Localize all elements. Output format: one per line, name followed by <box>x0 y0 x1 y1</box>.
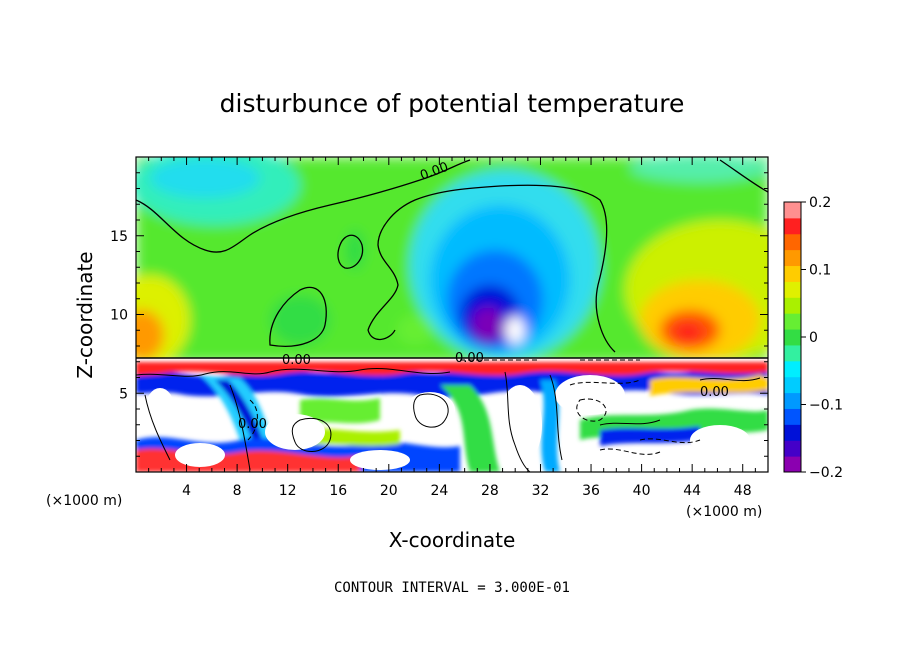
x-tick-label: 28 <box>481 483 499 499</box>
x-unit-label-right: (×1000 m) <box>686 504 762 520</box>
colorbar-tick-label: 0.2 <box>809 195 831 211</box>
colorbar-swatch <box>784 376 801 394</box>
colorbar-swatch <box>784 313 801 330</box>
plot-area <box>136 157 768 472</box>
colorbar-swatch <box>784 249 801 267</box>
y-axis-label: Z-coordinate <box>73 251 97 378</box>
y-axis: 5 10 15 <box>110 172 768 457</box>
y-tick-label: 10 <box>110 308 128 324</box>
x-axis-label: X-coordinate <box>389 528 516 552</box>
contour-label: 0.00 <box>238 417 267 432</box>
colorbar-swatch <box>784 440 801 457</box>
x-tick-label: 44 <box>683 483 701 499</box>
colorbar-swatch <box>784 217 801 235</box>
contour-label-layer: 0.00 0.00 0.00 0.00 0.00 <box>238 160 729 432</box>
x-tick-label: 20 <box>380 483 398 499</box>
x-tick-label: 48 <box>734 483 752 499</box>
colorbar-swatch <box>784 408 801 425</box>
colorbar-swatch <box>784 360 801 378</box>
upper-field <box>136 157 768 365</box>
colorbar-swatch <box>784 281 801 298</box>
x-tick-label: 32 <box>532 483 550 499</box>
x-tick-label: 4 <box>182 483 191 499</box>
colorbar-ticks: 0.2 0.1 0 −0.1 −0.2 <box>801 195 843 481</box>
contour-label: 0.00 <box>282 353 311 368</box>
x-tick-label: 8 <box>233 483 242 499</box>
colorbar-swatch <box>784 297 801 314</box>
colorbar-tick-label: −0.1 <box>809 398 843 414</box>
colorbar <box>783 201 802 473</box>
colorbar-swatch <box>784 424 801 441</box>
x-tick-label: 36 <box>582 483 600 499</box>
x-tick-label: 16 <box>329 483 347 499</box>
x-unit-label-left: (×1000 m) <box>46 493 122 509</box>
colorbar-tick-label: −0.2 <box>809 465 843 481</box>
colorbar-tick-label: 0.1 <box>809 263 831 279</box>
contour-lines <box>136 159 768 353</box>
colorbar-swatch <box>784 202 801 219</box>
contour-label: 0.00 <box>455 351 484 366</box>
x-tick-label: 40 <box>633 483 651 499</box>
colorbar-swatch <box>784 329 801 346</box>
colorbar-swatch <box>784 233 801 251</box>
y-tick-label: 15 <box>110 229 128 245</box>
y-tick-label: 5 <box>119 386 128 402</box>
contour-interval-note: CONTOUR INTERVAL = 3.000E-01 <box>334 580 570 596</box>
colorbar-swatch <box>784 344 801 362</box>
chart-title: disturbunce of potential temperature <box>220 89 685 118</box>
colorbar-swatch <box>784 265 801 282</box>
colorbar-swatch <box>784 392 801 409</box>
x-tick-label: 12 <box>279 483 297 499</box>
x-axis: 4 8 12 16 20 24 28 32 36 40 44 48 <box>148 157 756 499</box>
lower-field <box>136 358 768 472</box>
colorbar-swatch <box>784 456 801 473</box>
colorbar-tick-label: 0 <box>809 330 818 346</box>
x-tick-label: 24 <box>430 483 448 499</box>
contour-label: 0.00 <box>700 385 729 400</box>
